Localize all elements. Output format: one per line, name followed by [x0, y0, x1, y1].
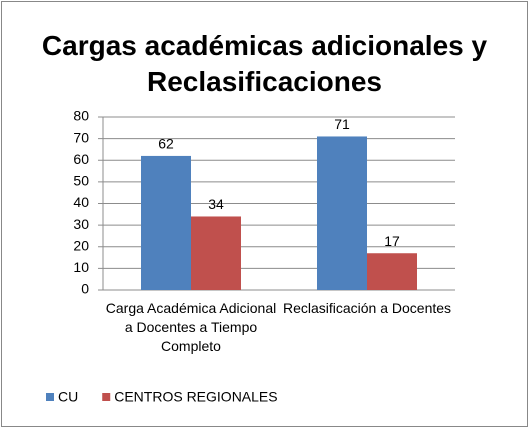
legend-swatch [102, 393, 111, 401]
y-tick-label: 30 [73, 216, 89, 232]
data-label: 71 [334, 116, 350, 132]
legend-swatch [46, 393, 54, 401]
legend-label: CU [58, 389, 78, 405]
y-tick-label: 70 [73, 129, 89, 145]
legend-label: CENTROS REGIONALES [114, 389, 277, 405]
data-label: 34 [208, 196, 224, 212]
data-label: 62 [158, 136, 174, 152]
data-label: 17 [384, 233, 400, 249]
y-tick-label: 60 [73, 151, 89, 167]
y-tick-label: 0 [81, 281, 89, 297]
y-tick-label: 40 [73, 194, 89, 210]
bar [141, 155, 191, 290]
bar [191, 216, 241, 290]
x-tick-label: Carga Académica Adicional a Docentes a T… [105, 300, 277, 354]
y-tick-label: 20 [73, 237, 89, 253]
y-tick-label: 50 [73, 173, 89, 189]
y-tick-label: 10 [73, 259, 89, 275]
x-tick-label: Reclasificación a Docentes [282, 300, 452, 316]
y-tick-label: 80 [73, 108, 89, 124]
chart-title: Cargas académicas adicionales y Reclasif… [41, 30, 488, 97]
bar [367, 253, 417, 290]
bar [317, 136, 367, 290]
